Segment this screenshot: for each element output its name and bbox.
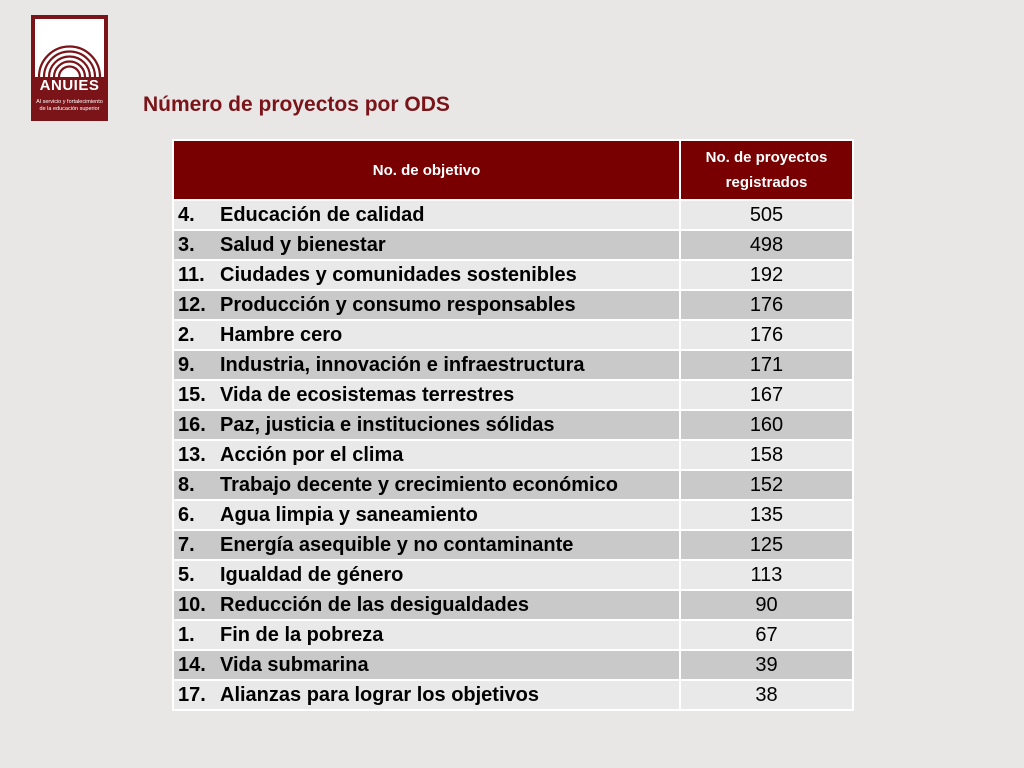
- objective-name: Educación de calidad: [220, 204, 425, 226]
- objective-cell: 8. Trabajo decente y crecimiento económic…: [172, 469, 681, 501]
- logo-arcs-icon: [35, 19, 104, 77]
- objective-cell: 3. Salud y bienestar: [172, 229, 681, 261]
- objective-number: 16.: [178, 414, 206, 436]
- objective-number: 6.: [178, 504, 195, 526]
- projects-count-cell: 39: [679, 649, 854, 681]
- projects-count-cell: 176: [679, 319, 854, 351]
- objective-cell: 13. Acción por el clima: [172, 439, 681, 471]
- objective-name: Agua limpia y saneamiento: [220, 504, 478, 526]
- projects-count-cell: 38: [679, 679, 854, 711]
- objective-name: Igualdad de género: [220, 564, 404, 586]
- table-row: 14. Vida submarina 39: [172, 649, 854, 681]
- projects-count-cell: 90: [679, 589, 854, 621]
- objective-cell: 11. Ciudades y comunidades sostenibles: [172, 259, 681, 291]
- table-row: 6. Agua limpia y saneamiento 135: [172, 499, 854, 531]
- objective-number: 13.: [178, 444, 206, 466]
- objective-number: 8.: [178, 474, 195, 496]
- column-header-projects: No. de proyectos registrados: [679, 139, 854, 201]
- objective-number: 7.: [178, 534, 195, 556]
- table-header-row: No. de objetivo No. de proyectos registr…: [172, 139, 854, 201]
- table-row: 2. Hambre cero 176: [172, 319, 854, 351]
- objective-name: Acción por el clima: [220, 444, 404, 466]
- table-row: 13. Acción por el clima 158: [172, 439, 854, 471]
- logo-tagline-line1: Al servicio y fortalecimiento: [36, 99, 103, 105]
- projects-count-cell: 192: [679, 259, 854, 291]
- table-row: 5. Igualdad de género 113: [172, 559, 854, 591]
- page-title: Número de proyectos por ODS: [143, 93, 450, 116]
- objective-number: 9.: [178, 354, 195, 376]
- objective-name: Fin de la pobreza: [220, 624, 384, 646]
- objective-name: Hambre cero: [220, 324, 343, 346]
- objective-number: 10.: [178, 594, 206, 616]
- table-row: 11. Ciudades y comunidades sostenibles 192: [172, 259, 854, 291]
- objective-cell: 2. Hambre cero: [172, 319, 681, 351]
- objective-cell: 9. Industria, innovación e infraestructur…: [172, 349, 681, 381]
- objective-cell: 12. Producción y consumo responsables: [172, 289, 681, 321]
- objective-name: Trabajo decente y crecimiento económico: [220, 474, 618, 496]
- objective-number: 5.: [178, 564, 195, 586]
- table-row: 10. Reducción de las desigualdades 90: [172, 589, 854, 621]
- table-row: 12. Producción y consumo responsables 176: [172, 289, 854, 321]
- table-row: 7. Energía asequible y no contaminante 125: [172, 529, 854, 561]
- objective-name: Salud y bienestar: [220, 234, 386, 256]
- objective-name: Ciudades y comunidades sostenibles: [220, 264, 577, 286]
- objective-number: 2.: [178, 324, 195, 346]
- objective-cell: 10. Reducción de las desigualdades: [172, 589, 681, 621]
- objective-cell: 4. Educación de calidad: [172, 199, 681, 231]
- table-row: 8. Trabajo decente y crecimiento económic…: [172, 469, 854, 501]
- objective-name: Energía asequible y no contaminante: [220, 534, 574, 556]
- objective-number: 14.: [178, 654, 206, 676]
- objective-name: Industria, innovación e infraestructura: [220, 354, 585, 376]
- objective-number: 3.: [178, 234, 195, 256]
- logo-tagline: Al servicio y fortalecimiento de la educ…: [33, 99, 106, 113]
- table-row: 17. Alianzas para lograr los objetivos 38: [172, 679, 854, 711]
- projects-count-cell: 505: [679, 199, 854, 231]
- objective-cell: 7. Energía asequible y no contaminante: [172, 529, 681, 561]
- column-header-objective: No. de objetivo: [172, 139, 681, 201]
- table-row: 16. Paz, justicia e instituciones sólidas…: [172, 409, 854, 441]
- objective-cell: 1. Fin de la pobreza: [172, 619, 681, 651]
- anuies-logo: ANUIES Al servicio y fortalecimiento de …: [31, 15, 108, 121]
- projects-count-cell: 152: [679, 469, 854, 501]
- ods-projects-table: No. de objetivo No. de proyectos registr…: [172, 139, 854, 711]
- objective-number: 4.: [178, 204, 195, 226]
- objective-name: Paz, justicia e instituciones sólidas: [220, 414, 555, 436]
- projects-count-cell: 160: [679, 409, 854, 441]
- table-row: 15. Vida de ecosistemas terrestres 167: [172, 379, 854, 411]
- objective-number: 15.: [178, 384, 206, 406]
- table-row: 9. Industria, innovación e infraestructur…: [172, 349, 854, 381]
- projects-count-cell: 176: [679, 289, 854, 321]
- projects-count-cell: 167: [679, 379, 854, 411]
- objective-cell: 14. Vida submarina: [172, 649, 681, 681]
- objective-name: Reducción de las desigualdades: [220, 594, 529, 616]
- objective-number: 1.: [178, 624, 195, 646]
- objective-number: 11.: [178, 264, 205, 286]
- projects-count-cell: 125: [679, 529, 854, 561]
- projects-count-cell: 498: [679, 229, 854, 261]
- objective-cell: 5. Igualdad de género: [172, 559, 681, 591]
- objective-cell: 15. Vida de ecosistemas terrestres: [172, 379, 681, 411]
- objective-name: Alianzas para lograr los objetivos: [220, 684, 539, 706]
- table-row: 1. Fin de la pobreza 67: [172, 619, 854, 651]
- objective-cell: 17. Alianzas para lograr los objetivos: [172, 679, 681, 711]
- objective-cell: 16. Paz, justicia e instituciones sólidas: [172, 409, 681, 441]
- table-row: 4. Educación de calidad 505: [172, 199, 854, 231]
- objective-name: Vida submarina: [220, 654, 369, 676]
- table-body: 4. Educación de calidad 505 3. Salud y biene…: [172, 199, 854, 711]
- objective-cell: 6. Agua limpia y saneamiento: [172, 499, 681, 531]
- projects-count-cell: 158: [679, 439, 854, 471]
- table-row: 3. Salud y bienestar 498: [172, 229, 854, 261]
- projects-count-cell: 67: [679, 619, 854, 651]
- logo-tagline-line2: de la educación superior: [39, 106, 100, 112]
- logo-name: ANUIES: [39, 77, 100, 94]
- objective-number: 12.: [178, 294, 206, 316]
- objective-name: Producción y consumo responsables: [220, 294, 576, 316]
- projects-count-cell: 171: [679, 349, 854, 381]
- projects-count-cell: 135: [679, 499, 854, 531]
- objective-name: Vida de ecosistemas terrestres: [220, 384, 515, 406]
- objective-number: 17.: [178, 684, 206, 706]
- projects-count-cell: 113: [679, 559, 854, 591]
